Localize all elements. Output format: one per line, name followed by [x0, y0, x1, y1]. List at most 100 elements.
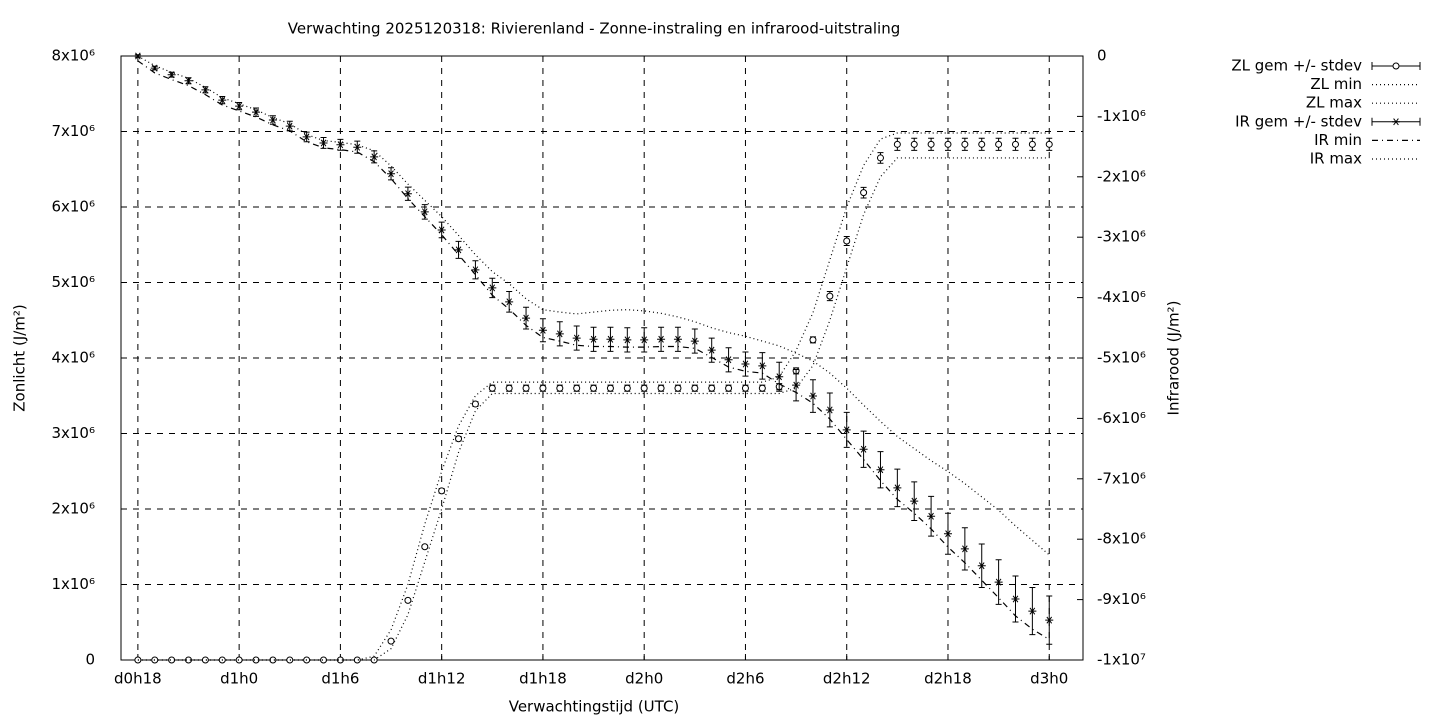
y-tick-label: 3x10⁶ [51, 424, 95, 442]
point [320, 656, 328, 664]
point [488, 284, 497, 292]
point [843, 237, 851, 245]
point [589, 335, 598, 343]
point [387, 170, 396, 178]
point [994, 578, 1003, 586]
y2-tick-label: -3x10⁶ [1097, 228, 1146, 246]
point [185, 656, 193, 664]
x-tick-label: d2h0 [625, 670, 663, 688]
legend-marker [1392, 118, 1400, 126]
point [1045, 616, 1054, 624]
point [1011, 595, 1020, 603]
point [725, 384, 733, 392]
point [573, 384, 581, 392]
point [420, 208, 429, 216]
point [538, 326, 547, 334]
point [471, 400, 479, 408]
point [995, 140, 1003, 148]
point [978, 140, 986, 148]
y-tick-label: 7x10⁶ [51, 122, 95, 140]
point [404, 596, 412, 604]
x-tick-label: d1h0 [220, 670, 258, 688]
point [437, 226, 446, 234]
point [623, 384, 631, 392]
point [438, 487, 446, 495]
point [488, 384, 496, 392]
point [370, 153, 379, 161]
point [860, 189, 868, 197]
point [657, 335, 666, 343]
point [353, 656, 361, 664]
point [944, 140, 952, 148]
point [893, 140, 901, 148]
point [539, 384, 547, 392]
point [657, 384, 665, 392]
point [1011, 140, 1019, 148]
y2-tick-label: -1x10⁶ [1097, 107, 1146, 125]
point [168, 656, 176, 664]
point [893, 484, 902, 492]
y-tick-label: 4x10⁶ [51, 349, 95, 367]
point [286, 656, 294, 664]
point [167, 71, 176, 79]
point [387, 637, 395, 645]
legend-marker [1392, 62, 1400, 70]
point [690, 337, 699, 345]
point [691, 384, 699, 392]
point [421, 543, 429, 551]
point [927, 140, 935, 148]
point [505, 384, 513, 392]
point [826, 292, 834, 300]
y-tick-label: 2x10⁶ [51, 500, 95, 518]
y2-tick-label: -7x10⁶ [1097, 469, 1146, 487]
y-tick-label: 8x10⁶ [51, 47, 95, 65]
y2-tick-label: -2x10⁶ [1097, 167, 1146, 185]
y2-axis-label: Infrarood (J/m²) [1165, 301, 1183, 416]
y2-tick-label: -4x10⁶ [1097, 288, 1146, 306]
point [252, 108, 261, 116]
series-line [137, 55, 1050, 556]
series-line [137, 60, 1050, 640]
y-tick-label: 5x10⁶ [51, 273, 95, 291]
series-line [137, 132, 1050, 661]
x-axis-label: Verwachtingstijd (UTC) [509, 698, 680, 716]
point [590, 384, 598, 392]
series-line [137, 157, 1050, 661]
point [741, 384, 749, 392]
point [1028, 607, 1037, 615]
point [336, 656, 344, 664]
y2-tick-label: -6x10⁶ [1097, 409, 1146, 427]
point [235, 656, 243, 664]
point [403, 190, 412, 198]
legend-label: IR max [1310, 150, 1362, 168]
x-tick-label: d2h12 [823, 670, 871, 688]
point [285, 122, 294, 130]
point [556, 384, 564, 392]
point [252, 656, 260, 664]
point [842, 426, 851, 434]
point [555, 330, 564, 338]
point [640, 384, 648, 392]
x-tick-label: d1h18 [519, 670, 567, 688]
point [319, 139, 328, 147]
point [674, 384, 682, 392]
point [640, 336, 649, 344]
point [454, 246, 463, 254]
point [775, 373, 784, 381]
point [673, 335, 682, 343]
point [859, 445, 868, 453]
point [910, 497, 919, 505]
point [606, 335, 615, 343]
point [455, 435, 463, 443]
point [809, 336, 817, 344]
legend-label: IR gem +/- stdev [1235, 112, 1362, 130]
y2-tick-label: 0 [1097, 47, 1107, 65]
point [708, 384, 716, 392]
point [707, 346, 716, 354]
point [522, 314, 531, 322]
point [758, 362, 767, 370]
point [876, 466, 885, 474]
point [825, 406, 834, 414]
